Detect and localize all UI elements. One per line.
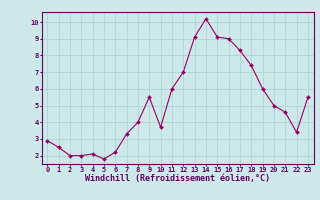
X-axis label: Windchill (Refroidissement éolien,°C): Windchill (Refroidissement éolien,°C) [85,174,270,183]
